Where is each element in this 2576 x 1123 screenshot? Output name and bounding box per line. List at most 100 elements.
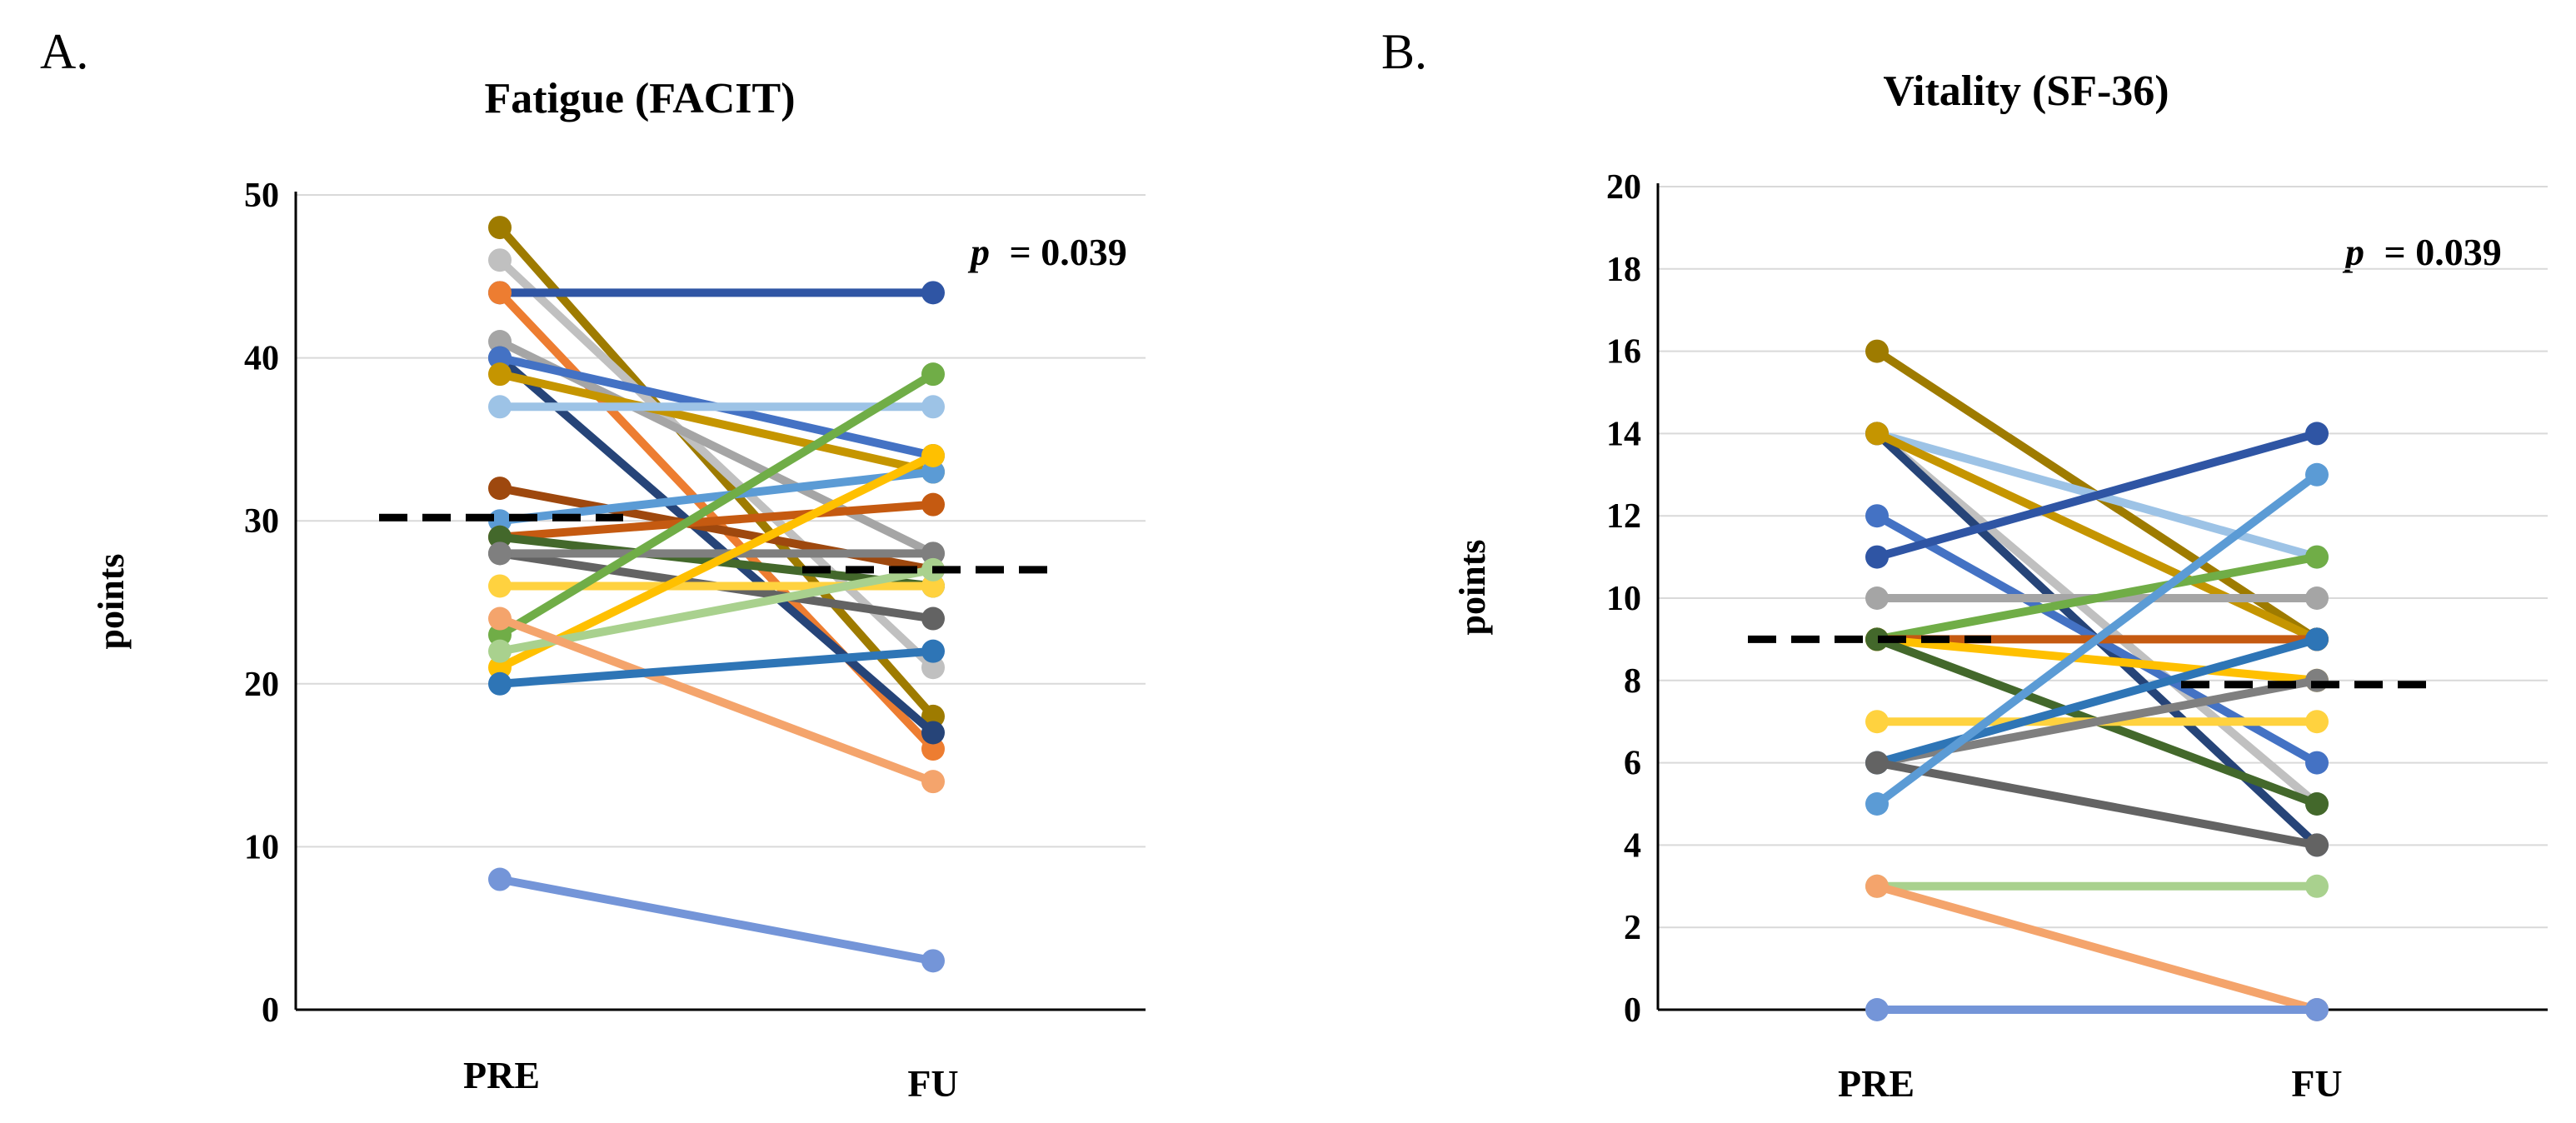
series-a-17 (488, 362, 945, 647)
point-fu-a-19 (921, 770, 945, 794)
ytick-label-b-0: 0 (1624, 991, 1641, 1030)
panel-b-p-value: p = 0.039 (2342, 231, 2502, 273)
panel-b-label: B. (1381, 24, 1427, 79)
point-pre-b-0 (1865, 339, 1889, 363)
point-pre-a-1 (488, 248, 512, 272)
point-pre-a-15 (488, 574, 512, 598)
ytick-label-a-1: 10 (244, 828, 279, 866)
point-fu-b-8 (2305, 545, 2329, 569)
series-line-a-5 (496, 353, 937, 737)
panel-b-p-text: = 0.039 (2384, 231, 2502, 273)
panel-a-xcat-fu: FU (907, 1062, 958, 1105)
panel-b-p-symbol: p (2342, 231, 2364, 273)
series-line-b-18 (1873, 881, 2321, 1014)
point-fu-b-11 (2305, 792, 2329, 816)
point-fu-a-5 (921, 721, 945, 745)
ytick-label-b-2: 4 (1624, 826, 1641, 865)
point-fu-a-14 (921, 542, 945, 566)
series-a-14 (488, 542, 945, 566)
point-fu-b-7 (2305, 586, 2329, 610)
point-fu-a-20 (921, 639, 945, 663)
ytick-label-b-6: 12 (1606, 497, 1641, 536)
series-line-b-14 (1873, 635, 2321, 767)
panel-a-p-text: = 0.039 (1010, 231, 1127, 273)
panel-a-title: Fatigue (FACIT) (484, 75, 795, 122)
point-pre-a-9 (488, 477, 512, 501)
point-fu-b-19 (2305, 998, 2329, 1021)
series-b-16 (1865, 462, 2329, 816)
panel-a-gridlines (294, 192, 1146, 1011)
panel-b-title: Vitality (SF-36) (1883, 67, 2169, 115)
point-pre-b-6 (1865, 545, 1889, 569)
series-line-a-19 (496, 614, 937, 786)
series-a-20 (488, 639, 945, 696)
series-line-b-2 (1873, 429, 2321, 808)
series-b-19 (1865, 998, 2329, 1021)
series-line-a-1 (496, 256, 937, 672)
ytick-label-a-3: 30 (244, 502, 279, 541)
point-pre-a-21 (488, 867, 512, 891)
panel-a-p-symbol: p (967, 231, 990, 273)
point-pre-b-16 (1865, 792, 1889, 816)
series-a-2 (488, 281, 945, 305)
point-pre-b-5 (1865, 504, 1889, 528)
point-pre-a-20 (488, 671, 512, 696)
point-pre-a-16 (488, 656, 512, 680)
series-line-b-6 (1873, 429, 2321, 562)
ytick-label-a-0: 0 (262, 991, 279, 1030)
series-a-21 (488, 867, 945, 973)
point-fu-a-1 (921, 656, 945, 680)
point-pre-a-17 (488, 623, 512, 647)
panel-a-yticks: 0 10 20 30 40 50 (244, 177, 279, 1030)
ytick-label-a-2: 20 (244, 666, 279, 704)
point-pre-a-3 (488, 281, 512, 305)
series-line-a-17 (496, 370, 937, 640)
panel-a-p-value: p = 0.039 (967, 231, 1127, 273)
series-a-1 (488, 248, 945, 680)
point-pre-b-11 (1865, 627, 1889, 651)
panel-a-xcat-pre: PRE (463, 1054, 540, 1096)
series-a-10 (488, 460, 945, 533)
panel-b-xcat-fu: FU (2291, 1062, 2342, 1105)
point-pre-a-8 (488, 395, 512, 419)
series-a-16 (488, 443, 945, 680)
point-pre-a-4 (488, 330, 512, 354)
ytick-label-b-4: 8 (1624, 662, 1641, 701)
series-line-a-7 (496, 370, 937, 477)
point-pre-a-6 (488, 346, 512, 370)
ytick-label-b-10: 20 (1606, 168, 1641, 207)
point-fu-a-3 (921, 737, 945, 761)
point-pre-b-18 (1865, 874, 1889, 898)
series-line-a-21 (496, 875, 937, 966)
point-pre-b-4 (1865, 422, 1889, 446)
point-fu-b-5 (2305, 751, 2329, 775)
series-line-b-8 (1873, 552, 2321, 644)
series-line-b-15 (1873, 758, 2321, 850)
point-fu-a-21 (921, 949, 945, 973)
point-fu-a-2 (921, 281, 945, 305)
series-a-8 (488, 395, 945, 419)
series-line-a-16 (496, 451, 937, 672)
panel-b-series (1865, 339, 2329, 1021)
point-pre-b-7 (1865, 586, 1889, 610)
point-pre-a-18 (488, 639, 512, 663)
point-pre-b-15 (1865, 751, 1889, 775)
series-line-a-11 (496, 500, 937, 542)
ytick-label-b-9: 18 (1606, 251, 1641, 289)
point-fu-b-6 (2305, 422, 2329, 446)
series-line-a-18 (496, 565, 937, 656)
point-pre-a-19 (488, 606, 512, 631)
point-fu-a-11 (921, 492, 945, 517)
point-pre-b-12 (1865, 710, 1889, 734)
series-a-0 (488, 216, 945, 728)
point-pre-b-19 (1865, 998, 1889, 1021)
point-fu-a-8 (921, 395, 945, 419)
series-b-17 (1865, 874, 2329, 898)
ytick-label-b-1: 2 (1624, 909, 1641, 947)
point-fu-b-14 (2305, 627, 2329, 651)
point-pre-a-12 (488, 525, 512, 549)
point-fu-b-16 (2305, 462, 2329, 487)
series-line-b-4 (1873, 429, 2321, 644)
series-line-a-20 (496, 646, 937, 688)
